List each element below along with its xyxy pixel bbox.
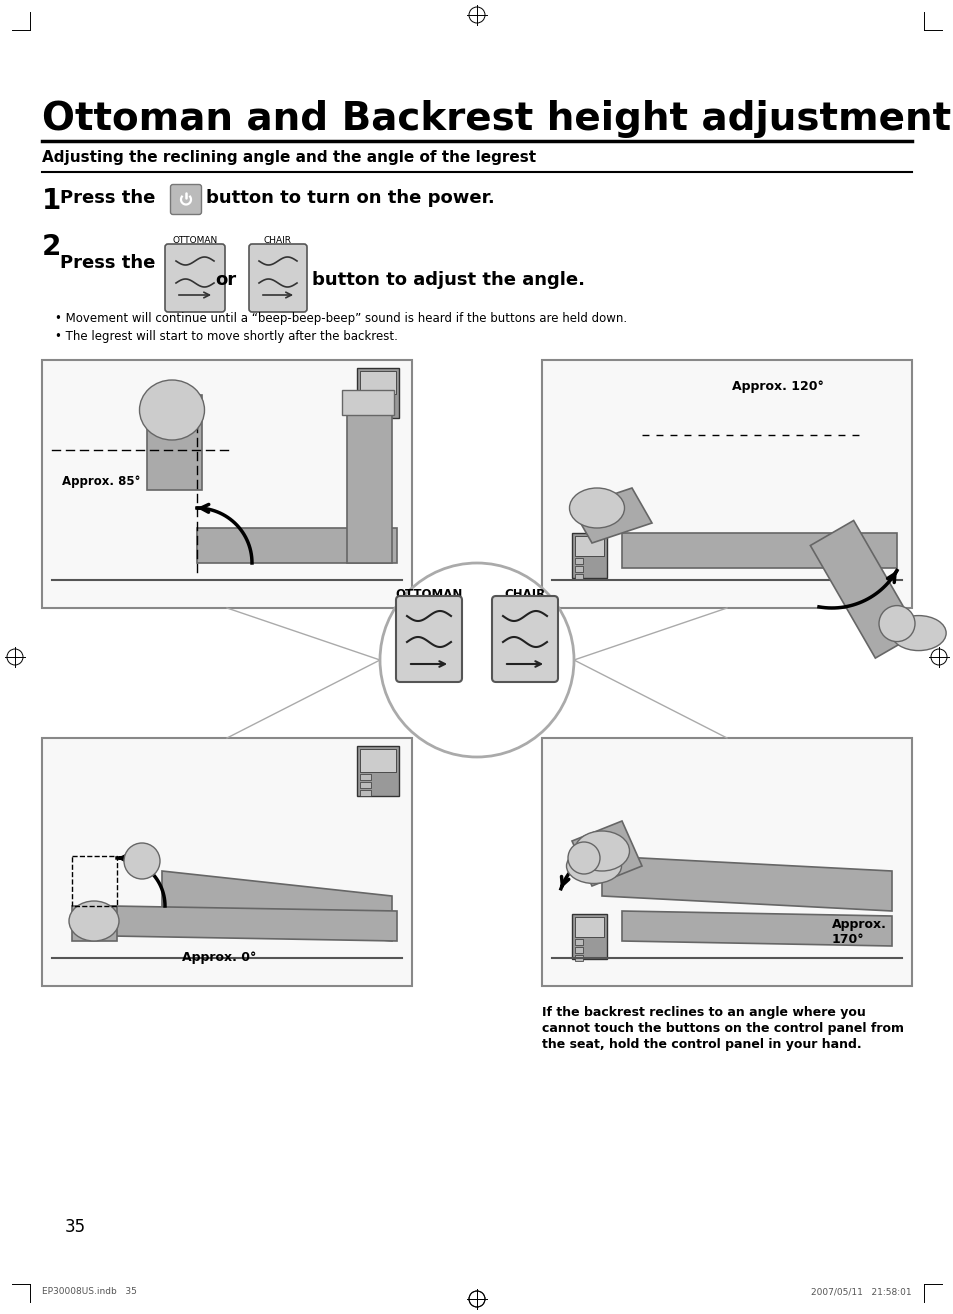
Text: Ottoman and Backrest height adjustment: Ottoman and Backrest height adjustment xyxy=(42,100,950,138)
Bar xyxy=(42,738,412,986)
Bar xyxy=(541,360,911,608)
Bar xyxy=(572,533,606,578)
Text: EP30008US.indb   35: EP30008US.indb 35 xyxy=(42,1288,136,1297)
Polygon shape xyxy=(196,528,396,562)
Bar xyxy=(42,360,412,608)
Polygon shape xyxy=(809,520,918,658)
Text: Press the: Press the xyxy=(60,254,155,272)
Bar xyxy=(356,368,398,418)
Text: • The legrest will start to move shortly after the backrest.: • The legrest will start to move shortly… xyxy=(55,330,397,343)
Bar xyxy=(356,746,398,796)
Bar xyxy=(575,536,603,556)
Text: 1: 1 xyxy=(42,187,61,215)
FancyBboxPatch shape xyxy=(171,184,201,214)
Ellipse shape xyxy=(69,901,119,941)
Bar xyxy=(575,566,582,572)
Polygon shape xyxy=(347,399,392,562)
Text: button to adjust the angle.: button to adjust the angle. xyxy=(312,271,584,289)
Polygon shape xyxy=(621,911,891,946)
Bar xyxy=(359,371,395,394)
Text: If the backrest reclines to an angle where you: If the backrest reclines to an angle whe… xyxy=(541,1007,864,1018)
Text: Adjusting the reclining angle and the angle of the legrest: Adjusting the reclining angle and the an… xyxy=(42,150,536,166)
Polygon shape xyxy=(162,871,392,941)
Text: Approx. 0°: Approx. 0° xyxy=(182,951,256,964)
Ellipse shape xyxy=(566,849,620,883)
Polygon shape xyxy=(71,905,117,941)
Polygon shape xyxy=(572,487,651,543)
Polygon shape xyxy=(147,396,202,490)
Text: cannot touch the buttons on the control panel from: cannot touch the buttons on the control … xyxy=(541,1022,903,1035)
Bar xyxy=(575,917,603,937)
Text: CHAIR: CHAIR xyxy=(264,237,292,244)
Bar xyxy=(541,738,911,986)
Text: OTTOMAN: OTTOMAN xyxy=(395,587,462,600)
Bar xyxy=(359,396,371,402)
FancyBboxPatch shape xyxy=(395,597,461,682)
Text: 2: 2 xyxy=(42,233,61,261)
Bar xyxy=(575,558,582,564)
Bar xyxy=(575,955,582,961)
Bar xyxy=(575,947,582,953)
Bar xyxy=(359,774,371,781)
Text: 2007/05/11   21:58:01: 2007/05/11 21:58:01 xyxy=(810,1288,911,1297)
FancyBboxPatch shape xyxy=(249,244,307,311)
Circle shape xyxy=(124,844,160,879)
Bar xyxy=(359,782,371,788)
Ellipse shape xyxy=(890,615,945,650)
Bar xyxy=(575,940,582,945)
Circle shape xyxy=(379,562,574,757)
Polygon shape xyxy=(572,821,641,886)
Circle shape xyxy=(878,606,914,641)
Text: • Movement will continue until a “beep-beep-beep” sound is heard if the buttons : • Movement will continue until a “beep-b… xyxy=(55,311,626,325)
Bar xyxy=(359,749,395,773)
Ellipse shape xyxy=(139,380,204,440)
Circle shape xyxy=(567,842,599,874)
Text: Approx. 85°: Approx. 85° xyxy=(62,474,140,487)
Bar xyxy=(359,413,371,418)
Ellipse shape xyxy=(574,830,629,871)
Text: the seat, hold the control panel in your hand.: the seat, hold the control panel in your… xyxy=(541,1038,861,1051)
Bar xyxy=(575,574,582,579)
Polygon shape xyxy=(341,390,394,415)
Polygon shape xyxy=(112,905,396,941)
Text: OTTOMAN: OTTOMAN xyxy=(172,237,217,244)
Polygon shape xyxy=(621,533,896,568)
Text: Approx.
170°: Approx. 170° xyxy=(831,918,886,946)
FancyBboxPatch shape xyxy=(165,244,225,311)
Bar xyxy=(572,915,606,959)
Text: button to turn on the power.: button to turn on the power. xyxy=(206,189,495,208)
Text: Approx. 120°: Approx. 120° xyxy=(731,380,823,393)
Text: 35: 35 xyxy=(65,1218,86,1236)
Ellipse shape xyxy=(569,487,624,528)
Text: or: or xyxy=(214,271,236,289)
Polygon shape xyxy=(601,855,891,911)
Bar xyxy=(359,403,371,410)
Text: CHAIR: CHAIR xyxy=(504,587,545,600)
Text: Press the: Press the xyxy=(60,189,155,208)
Bar xyxy=(359,790,371,796)
FancyBboxPatch shape xyxy=(492,597,558,682)
